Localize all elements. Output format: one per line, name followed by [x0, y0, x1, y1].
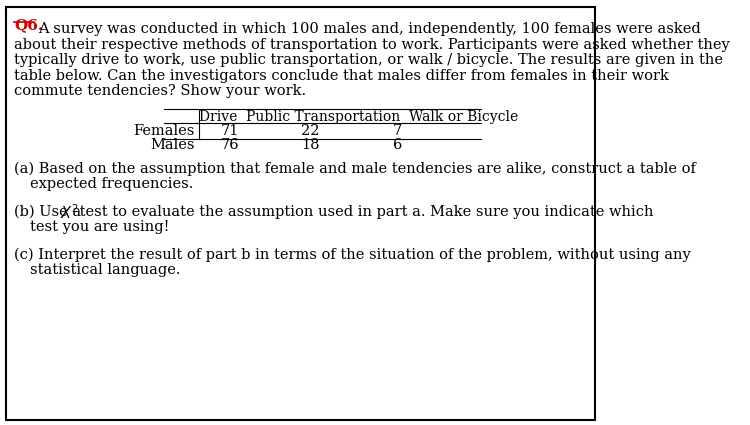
Text: A survey was conducted in which 100 males and, independently, 100 females were a: A survey was conducted in which 100 male… — [38, 22, 701, 36]
Text: 6: 6 — [393, 138, 403, 151]
Text: test you are using!: test you are using! — [31, 220, 170, 234]
Text: 71: 71 — [220, 124, 239, 138]
Text: commute tendencies? Show your work.: commute tendencies? Show your work. — [14, 84, 307, 98]
Text: 76: 76 — [220, 138, 239, 151]
Text: about their respective methods of transportation to work. Participants were aske: about their respective methods of transp… — [14, 37, 730, 51]
Text: Drive  Public Transportation  Walk or Bicycle: Drive Public Transportation Walk or Bicy… — [199, 110, 518, 124]
Text: Males: Males — [151, 138, 195, 151]
Text: table below. Can the investigators conclude that males differ from females in th: table below. Can the investigators concl… — [14, 68, 669, 82]
Text: expected frequencies.: expected frequencies. — [31, 177, 194, 191]
Text: (a) Based on the assumption that female and male tendencies are alike, construct: (a) Based on the assumption that female … — [14, 162, 696, 176]
FancyBboxPatch shape — [7, 7, 596, 420]
Text: Q6.: Q6. — [14, 18, 44, 32]
Text: test to evaluate the assumption used in part a. Make sure you indicate which: test to evaluate the assumption used in … — [74, 204, 653, 218]
Text: 7: 7 — [393, 124, 402, 138]
Text: Females: Females — [134, 124, 195, 138]
Text: (b) Use a: (b) Use a — [14, 204, 86, 218]
Text: typically drive to work, use public transportation, or walk / bicycle. The resul: typically drive to work, use public tran… — [14, 53, 724, 67]
Text: $X^2$: $X^2$ — [60, 203, 80, 222]
Text: (c) Interpret the result of part b in terms of the situation of the problem, wit: (c) Interpret the result of part b in te… — [14, 247, 692, 262]
Text: 22: 22 — [301, 124, 320, 138]
Text: statistical language.: statistical language. — [31, 263, 181, 277]
Text: 18: 18 — [301, 138, 320, 151]
